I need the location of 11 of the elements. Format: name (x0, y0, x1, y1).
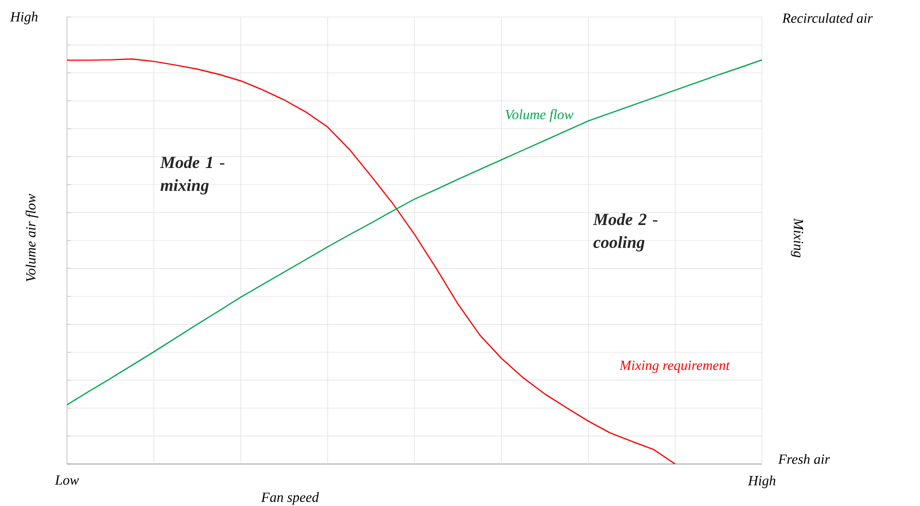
y2-axis-title: Mixing (790, 218, 804, 258)
annotation: Mode 1 - mixing (160, 156, 224, 194)
text: Fresh air (778, 454, 830, 464)
text: Mixing requirement (619, 360, 730, 373)
y-axis-title: Volume air flow (26, 194, 38, 282)
series-label: Volume flow (506, 109, 574, 122)
text: Recirculated air (782, 13, 873, 23)
text: High (10, 12, 38, 24)
x-axis-title: Fan speed (261, 492, 319, 505)
x-tick-label: Low (54, 476, 79, 485)
annotation: Mode 2 - cooling (592, 213, 658, 252)
